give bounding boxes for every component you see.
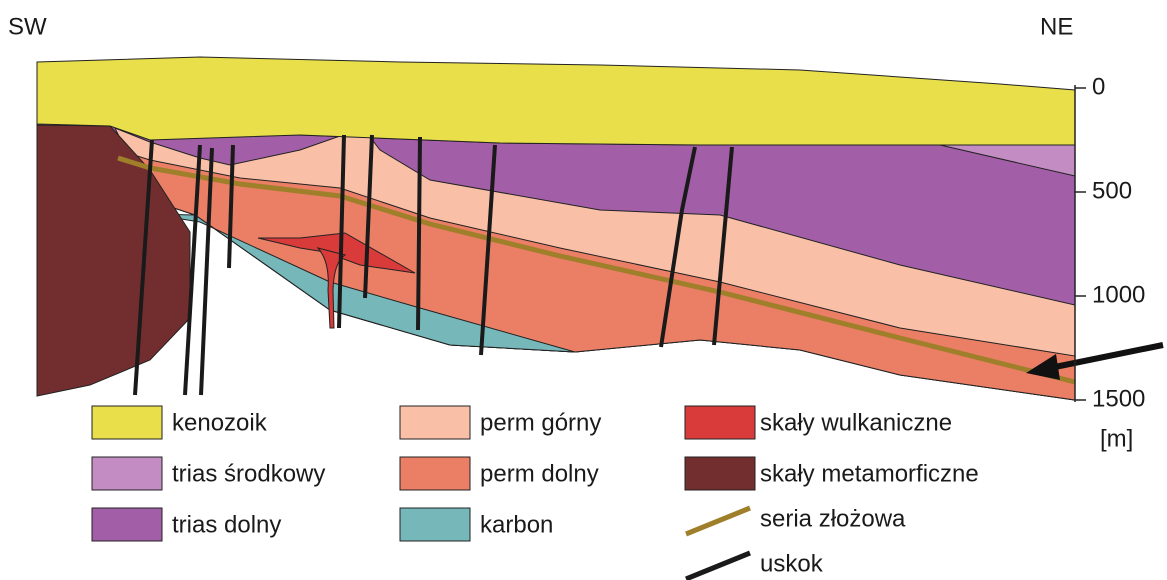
legend-swatch — [91, 405, 163, 440]
legend-line — [685, 550, 751, 580]
fault — [183, 144, 202, 396]
legend-swatch — [399, 405, 471, 440]
legend: kenozoik trias środkowy trias dolny perm gó… — [91, 405, 979, 580]
tick-label: 500 — [1092, 177, 1132, 204]
arrow — [1049, 342, 1164, 371]
section — [36, 56, 1164, 401]
axis-unit: [m] — [1100, 425, 1133, 452]
legend-label: skały metamorficzne — [760, 460, 979, 487]
direction-label: SW — [8, 13, 47, 40]
tick-label: 1500 — [1092, 385, 1145, 412]
layer-kenozoik — [36, 56, 1076, 146]
legend-line — [685, 505, 751, 537]
fault — [416, 136, 422, 331]
direction-label: NE — [1040, 13, 1073, 40]
fault — [363, 134, 374, 299]
fault — [337, 134, 346, 329]
legend-label: uskok — [760, 550, 824, 577]
fault — [712, 146, 734, 346]
legend-label: perm górny — [480, 409, 601, 436]
legend-label: kenozoik — [172, 409, 268, 436]
layer-karbon — [149, 213, 576, 353]
seam-line — [117, 155, 1076, 385]
legend-label: seria złożowa — [760, 505, 906, 532]
fault — [659, 146, 697, 348]
fault — [227, 144, 235, 269]
faults — [133, 134, 734, 396]
legend-label: karbon — [480, 511, 553, 538]
legend-swatch — [399, 507, 471, 542]
legend-label: perm dolny — [480, 460, 599, 487]
fault — [199, 147, 214, 396]
legend-swatch — [91, 456, 163, 491]
legend-label: trias dolny — [172, 511, 281, 538]
depth-axis: 0 500 1000 1500 [m] — [1074, 73, 1145, 452]
arrow-head — [1026, 354, 1060, 380]
legend-swatch — [91, 507, 163, 542]
fault — [479, 144, 497, 356]
legend-label: trias środkowy — [172, 460, 325, 487]
legend-swatch — [399, 456, 471, 491]
legend-swatch — [684, 456, 756, 491]
tick-label: 0 — [1092, 73, 1105, 100]
tick-label: 1000 — [1092, 281, 1145, 308]
legend-swatch — [684, 405, 756, 440]
fault — [133, 139, 154, 396]
legend-label: skały wulkaniczne — [760, 409, 952, 436]
